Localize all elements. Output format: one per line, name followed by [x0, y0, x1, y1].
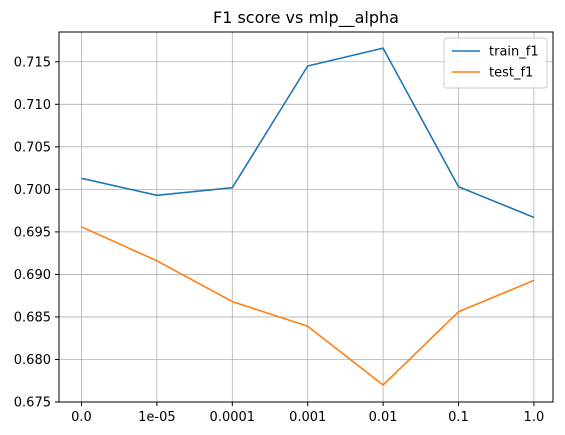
y-tick-label: 0.675 — [14, 396, 51, 411]
x-tick-label: 0.1 — [448, 410, 469, 425]
y-tick-label: 0.685 — [14, 310, 51, 325]
y-tick-label: 0.710 — [14, 98, 51, 113]
legend-label-test_f1: test_f1 — [489, 66, 533, 81]
legend: train_f1 test_f1 — [444, 38, 547, 88]
y-tick-label: 0.680 — [14, 353, 51, 368]
chart-title: F1 score vs mlp__alpha — [213, 8, 399, 28]
x-tick-label: 0.0 — [71, 410, 92, 425]
y-tick-label: 0.705 — [14, 140, 51, 155]
y-tick-label: 0.700 — [14, 183, 51, 198]
x-tick-label: 0.001 — [289, 410, 326, 425]
y-tick-label: 0.695 — [14, 225, 51, 240]
y-tick-label: 0.690 — [14, 268, 51, 283]
x-tick-label: 1.0 — [524, 410, 545, 425]
legend-label-train_f1: train_f1 — [489, 45, 539, 60]
y-tick-label: 0.715 — [14, 55, 51, 70]
x-tick-label: 0.0001 — [210, 410, 256, 425]
x-tick-label: 0.01 — [369, 410, 398, 425]
x-tick-label: 1e-05 — [138, 410, 176, 425]
